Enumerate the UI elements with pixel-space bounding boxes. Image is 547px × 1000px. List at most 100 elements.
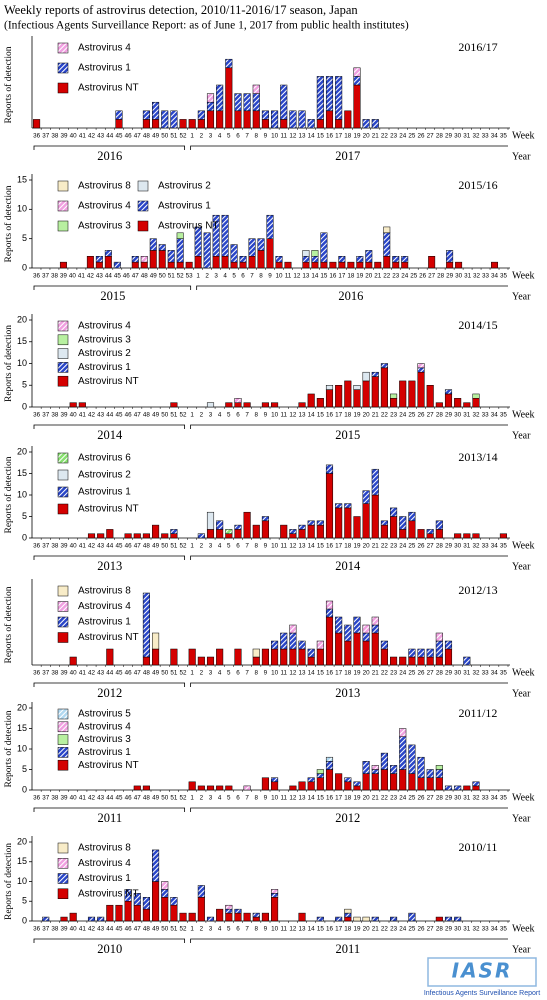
x-tick-label: 32: [472, 926, 480, 933]
bar-segment: [188, 648, 196, 666]
bar-segment: [206, 101, 215, 112]
y-tick-label: 0: [22, 262, 27, 272]
x-tick-label: 26: [418, 543, 426, 550]
x-tick-label: 9: [264, 926, 268, 933]
bar-segment: [106, 529, 114, 539]
bar-segment: [302, 250, 310, 257]
y-tick-label: 15: [17, 856, 27, 866]
x-tick-label: 13: [302, 273, 310, 280]
year-axis-label: Year: [512, 688, 531, 699]
legend-label: Astrovirus 1: [78, 617, 131, 628]
bar-segment: [307, 656, 315, 666]
year-axis-label: Year: [512, 430, 531, 441]
x-tick-label: 22: [381, 412, 389, 419]
x-tick-label: 40: [70, 670, 78, 677]
x-tick-label: 32: [472, 795, 480, 802]
x-tick-label: 4: [218, 926, 222, 933]
bar-segment: [225, 58, 233, 69]
bar-segment: [401, 256, 409, 263]
bar-segment: [408, 520, 416, 539]
x-tick-label: 45: [115, 133, 123, 140]
x-tick-label: 12: [289, 670, 297, 677]
bar-segment: [435, 769, 443, 778]
bar-segment: [261, 110, 269, 120]
x-tick-label: 49: [150, 273, 158, 280]
season-label: 2013/14: [458, 450, 497, 464]
x-tick-label: 44: [106, 670, 114, 677]
bar-segment: [176, 261, 184, 269]
y-axis-label: Reports of detection: [3, 185, 14, 262]
y-axis-label: Reports of detection: [3, 843, 14, 920]
x-tick-label: 39: [61, 926, 69, 933]
year-label: 2012: [97, 686, 122, 700]
legend-label: Astrovirus 1: [78, 362, 131, 373]
bar-segment: [216, 110, 224, 129]
bar-segment: [417, 363, 425, 369]
x-tick-label: 11: [280, 926, 287, 933]
x-tick-label: 7: [250, 273, 254, 280]
bar-segment: [435, 632, 443, 642]
x-tick-label: 28: [436, 926, 444, 933]
legend-swatch: [57, 469, 69, 481]
bar-segment: [316, 916, 324, 922]
x-tick-label: 24: [399, 670, 407, 677]
x-tick-label: 41: [79, 543, 87, 550]
bar-segment: [390, 916, 398, 922]
bar-segment: [408, 773, 416, 791]
bar-segment: [161, 897, 169, 922]
bar-segment: [463, 785, 471, 791]
bar-segment: [325, 600, 334, 610]
logo-text: IASR: [452, 959, 513, 983]
bar-segment: [454, 398, 462, 408]
bar-segment: [362, 916, 370, 922]
bar-segment: [261, 777, 269, 791]
legend-swatch: [57, 42, 69, 54]
bar-segment: [353, 389, 361, 408]
x-tick-label: 26: [419, 273, 427, 280]
bar-segment: [408, 648, 416, 658]
legend-swatch: [57, 708, 69, 720]
x-tick-label: 19: [353, 412, 361, 419]
x-axis-label: Week: [512, 540, 535, 551]
bar-segment: [216, 520, 224, 530]
x-tick-label: 31: [463, 926, 471, 933]
bar-segment: [266, 238, 274, 269]
legend-label: Astrovirus NT: [78, 504, 139, 515]
bar-segment: [417, 529, 425, 539]
x-tick-label: 5: [227, 412, 231, 419]
bar-segment: [289, 624, 297, 634]
bar-segment: [261, 912, 269, 922]
bar-segment: [289, 529, 297, 534]
x-tick-label: 13: [299, 795, 307, 802]
legend-label: Astrovirus 3: [78, 734, 131, 745]
x-tick-label: 17: [335, 795, 343, 802]
x-tick-label: 11: [280, 543, 287, 550]
bar-segment: [325, 473, 334, 539]
x-tick-label: 14: [308, 670, 316, 677]
x-tick-label: 12: [289, 543, 297, 550]
bar-segment: [399, 769, 407, 791]
x-tick-label: 36: [33, 926, 41, 933]
x-tick-label: 13: [299, 670, 307, 677]
bar-segment: [216, 785, 224, 791]
x-tick-label: 13: [299, 543, 307, 550]
x-tick-label: 41: [78, 273, 86, 280]
x-tick-label: 22: [381, 670, 389, 677]
x-tick-label: 24: [399, 133, 407, 140]
bar-segment: [252, 656, 260, 666]
x-tick-label: 31: [463, 795, 471, 802]
x-tick-label: 26: [418, 133, 426, 140]
bar-segment: [335, 632, 343, 666]
bar-segment: [87, 916, 96, 922]
bar-segment: [234, 524, 242, 530]
bar-segment: [335, 119, 343, 129]
bar-segment: [390, 393, 398, 399]
legend-swatch: [57, 585, 69, 597]
x-tick-label: 16: [326, 926, 334, 933]
bar-segment: [472, 393, 480, 399]
x-tick-label: 31: [463, 670, 471, 677]
x-tick-label: 8: [255, 670, 259, 677]
x-tick-label: 28: [436, 670, 444, 677]
x-tick-label: 15: [317, 133, 325, 140]
bar-segment: [307, 781, 315, 791]
